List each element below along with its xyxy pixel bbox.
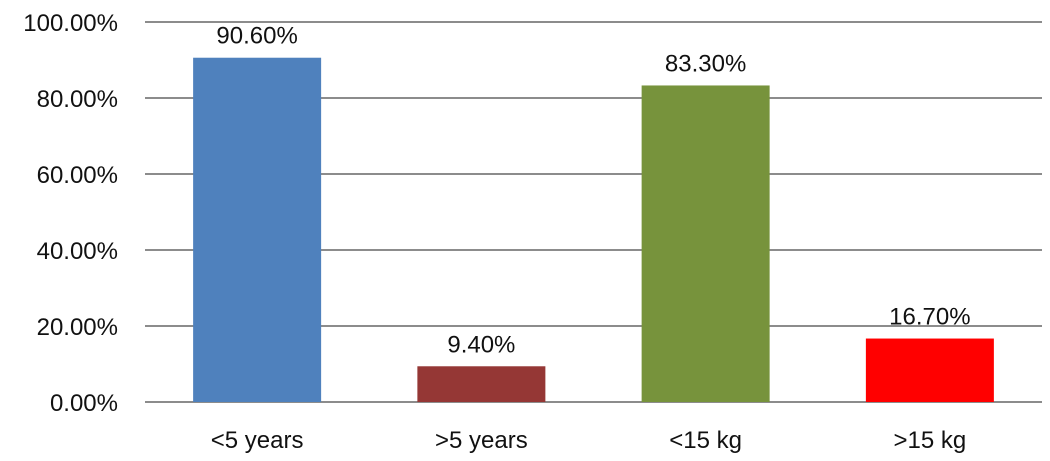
x-category-label: <5 years [211, 427, 304, 454]
x-category-label: >15 kg [894, 427, 967, 454]
y-tick-label: 20.00% [37, 314, 118, 341]
data-label: 16.70% [889, 304, 970, 331]
y-axis-tick-labels: 0.00% 20.00% 40.00% 60.00% 80.00% 100.00% [23, 10, 118, 417]
bar [641, 85, 770, 403]
y-tick-label: 0.00% [50, 390, 118, 417]
data-label: 83.30% [665, 50, 746, 77]
data-label: 90.60% [216, 23, 297, 50]
bar [417, 366, 546, 402]
y-tick-label: 60.00% [37, 162, 118, 189]
x-axis-category-labels: <5 years >5 years <15 kg >15 kg [211, 427, 966, 454]
x-category-label: <15 kg [669, 427, 742, 454]
y-tick-label: 100.00% [23, 10, 118, 37]
bars [193, 57, 994, 403]
data-label: 9.40% [447, 331, 515, 358]
bar [865, 338, 994, 402]
bar [193, 57, 322, 402]
x-category-label: >5 years [435, 427, 528, 454]
data-labels: 90.60% 9.40% 83.30% 16.70% [216, 23, 970, 359]
y-tick-label: 80.00% [37, 86, 118, 113]
y-tick-label: 40.00% [37, 238, 118, 265]
